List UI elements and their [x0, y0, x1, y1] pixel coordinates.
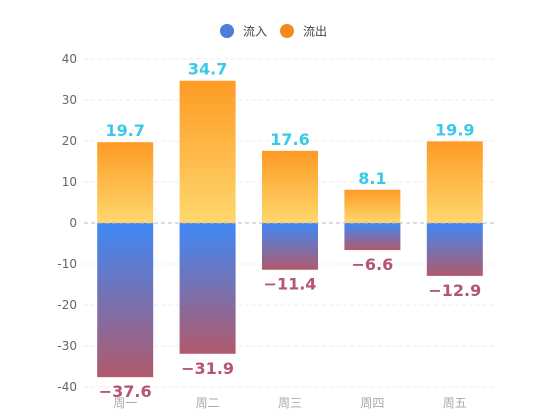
legend-label-inflow: 流入 — [243, 25, 267, 39]
y-axis-ticks: 40 30 20 10 0 -10 -20 -30 -40 — [57, 52, 77, 394]
x-axis-ticks: 周一 周二 周三 周四 周五 — [113, 396, 467, 410]
x-tick-label: 周三 — [278, 396, 302, 410]
legend-item-outflow[interactable]: 流出 — [280, 24, 327, 39]
data-label-inflow: −31.9 — [181, 359, 234, 378]
data-label-inflow: −11.4 — [264, 275, 317, 294]
bar-outflow[interactable] — [179, 80, 236, 223]
y-tick-label: 20 — [62, 134, 77, 148]
y-tick-label: 30 — [62, 93, 77, 107]
x-tick-label: 周五 — [443, 396, 467, 410]
bar-outflow[interactable] — [344, 189, 401, 223]
x-tick-label: 周一 — [113, 396, 137, 410]
x-tick-label: 周二 — [196, 396, 220, 410]
data-label-inflow: −37.6 — [99, 382, 152, 401]
bar-outflow[interactable] — [262, 150, 318, 223]
legend: 流入 流出 — [220, 24, 327, 39]
bar-inflow[interactable] — [179, 223, 236, 354]
bar-inflow[interactable] — [344, 223, 401, 251]
y-tick-label: 40 — [62, 52, 77, 66]
y-tick-label: 10 — [62, 175, 77, 189]
legend-marker-outflow — [280, 24, 294, 38]
data-label-outflow: 8.1 — [358, 169, 386, 188]
y-tick-label: 0 — [69, 216, 77, 230]
bar-inflow[interactable] — [262, 223, 318, 270]
data-label-outflow: 19.9 — [435, 120, 474, 139]
data-label-inflow: −6.6 — [352, 255, 394, 274]
data-labels: 19.7 −37.6 34.7 −31.9 17.6 −11.4 8.1 −6.6 19.9 −1… — [99, 60, 481, 401]
legend-item-inflow[interactable]: 流入 — [220, 24, 267, 39]
data-label-inflow: −12.9 — [428, 281, 481, 300]
data-label-outflow: 17.6 — [270, 130, 309, 149]
y-tick-label: -20 — [57, 298, 77, 312]
y-tick-label: -30 — [57, 339, 77, 353]
bars — [97, 80, 483, 378]
data-label-outflow: 34.7 — [188, 60, 227, 79]
x-tick-label: 周四 — [360, 396, 384, 410]
bar-inflow[interactable] — [97, 223, 154, 378]
bar-inflow[interactable] — [426, 223, 483, 276]
bar-outflow[interactable] — [97, 142, 154, 223]
data-label-outflow: 19.7 — [105, 121, 144, 140]
legend-marker-inflow — [220, 24, 234, 38]
legend-label-outflow: 流出 — [303, 25, 327, 39]
bar-outflow[interactable] — [426, 141, 483, 223]
y-tick-label: -10 — [57, 257, 77, 271]
y-tick-label: -40 — [57, 380, 77, 394]
